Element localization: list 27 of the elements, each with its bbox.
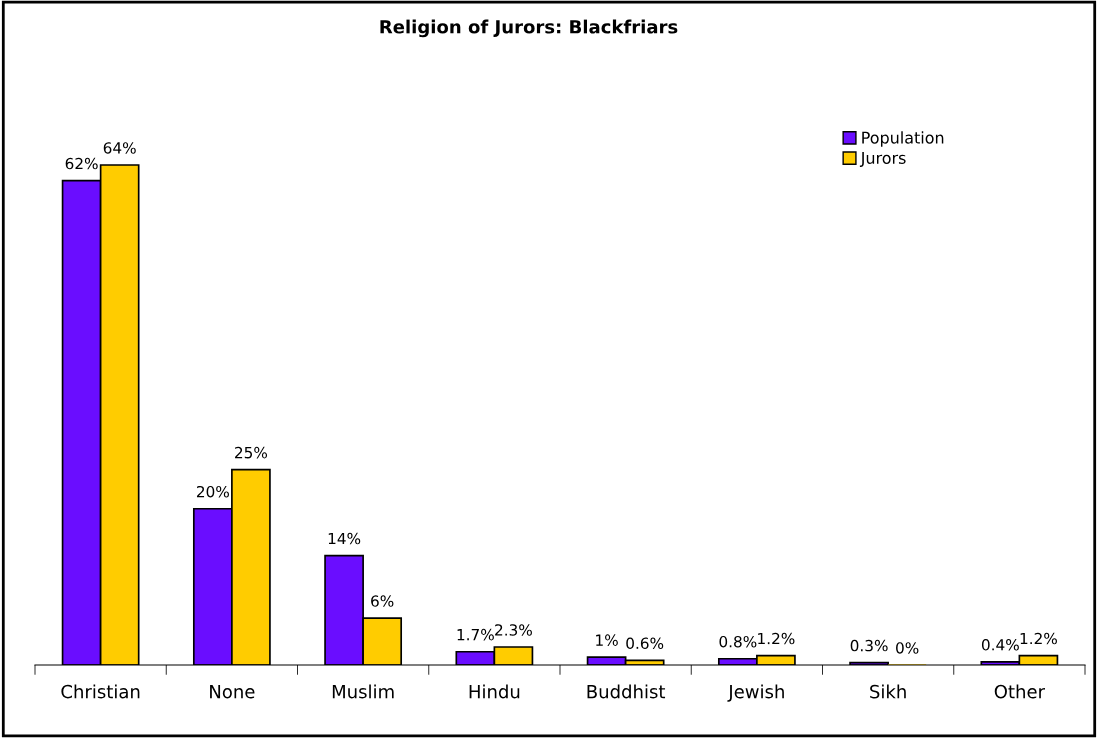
data-label: 25% — [235, 446, 268, 459]
x-tick-label: Jewish — [727, 684, 784, 702]
data-label: 1.7% — [457, 628, 494, 641]
data-label: 0.8% — [719, 635, 757, 648]
x-tick-label: Hindu — [469, 684, 520, 699]
x-tick-label: None — [210, 685, 255, 699]
data-label: 0.3% — [850, 639, 888, 652]
data-label: 0.4% — [981, 639, 1019, 651]
data-label: 6% — [371, 595, 394, 607]
data-label: 2.3% — [495, 624, 532, 636]
legend-label: Population — [862, 131, 944, 147]
data-label: 64% — [103, 142, 136, 154]
data-label: 20% — [196, 485, 229, 498]
data-label: 0.6% — [626, 637, 664, 650]
chart-title: Religion of Jurors: Blackfriars — [380, 19, 678, 38]
data-label: 62% — [65, 157, 98, 170]
data-label: 1% — [596, 634, 618, 646]
x-tick-label: Buddhist — [587, 684, 666, 699]
legend-label: Jurors — [859, 152, 906, 167]
data-label: 14% — [328, 532, 361, 545]
data-label: 1.2% — [1020, 632, 1057, 645]
x-tick-label: Other — [994, 684, 1046, 699]
x-tick-label: Christian — [61, 684, 140, 699]
x-tick-label: Sikh — [870, 684, 906, 699]
x-tick-label: Muslim — [332, 684, 394, 699]
data-label: 0% — [896, 642, 919, 654]
data-label: 1.2% — [758, 632, 795, 645]
